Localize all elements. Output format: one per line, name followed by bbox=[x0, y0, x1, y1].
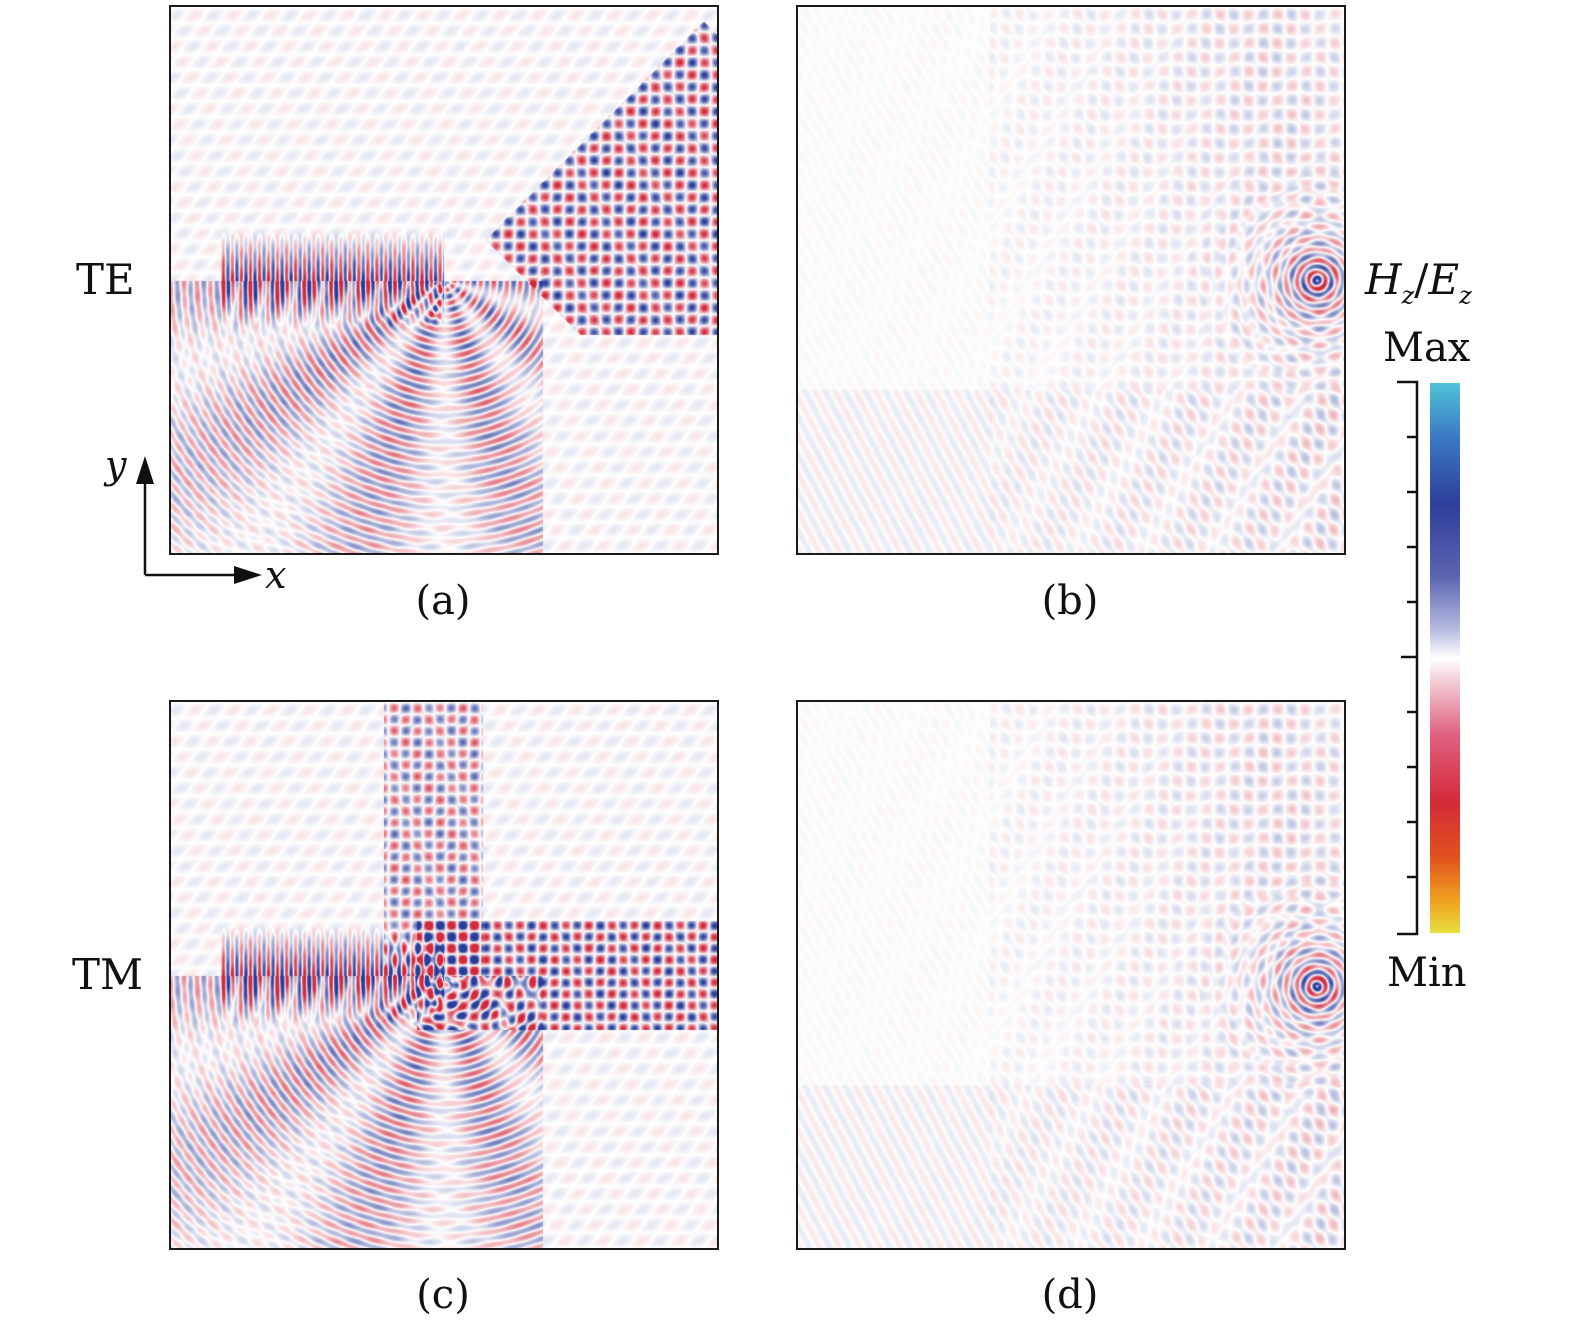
field-map-panel-b bbox=[796, 5, 1346, 555]
field-map-c bbox=[171, 702, 717, 1248]
colorbar-bracket bbox=[1397, 380, 1419, 936]
coordinate-axes-icon bbox=[136, 456, 262, 584]
caption-a: (a) bbox=[415, 578, 471, 624]
field-map-panel-a bbox=[169, 5, 719, 555]
field-map-b bbox=[798, 7, 1344, 553]
field-map-panel-c bbox=[169, 700, 719, 1250]
colorbar-gradient bbox=[1430, 383, 1460, 933]
field-map-d bbox=[798, 702, 1344, 1248]
caption-d: (d) bbox=[1041, 1272, 1099, 1318]
colorbar-field-label: Hz/Ez bbox=[1365, 255, 1472, 310]
row-label-tm: TM bbox=[72, 950, 144, 999]
row-label-te: TE bbox=[76, 255, 135, 304]
field-map-panel-d bbox=[796, 700, 1346, 1250]
colorbar-min-label: Min bbox=[1387, 950, 1467, 996]
y-axis-label: y bbox=[105, 443, 127, 487]
caption-c: (c) bbox=[416, 1272, 470, 1318]
x-axis-label: x bbox=[265, 553, 287, 597]
caption-b: (b) bbox=[1041, 578, 1099, 624]
field-map-a bbox=[171, 7, 717, 553]
colorbar-max-label: Max bbox=[1383, 325, 1471, 371]
